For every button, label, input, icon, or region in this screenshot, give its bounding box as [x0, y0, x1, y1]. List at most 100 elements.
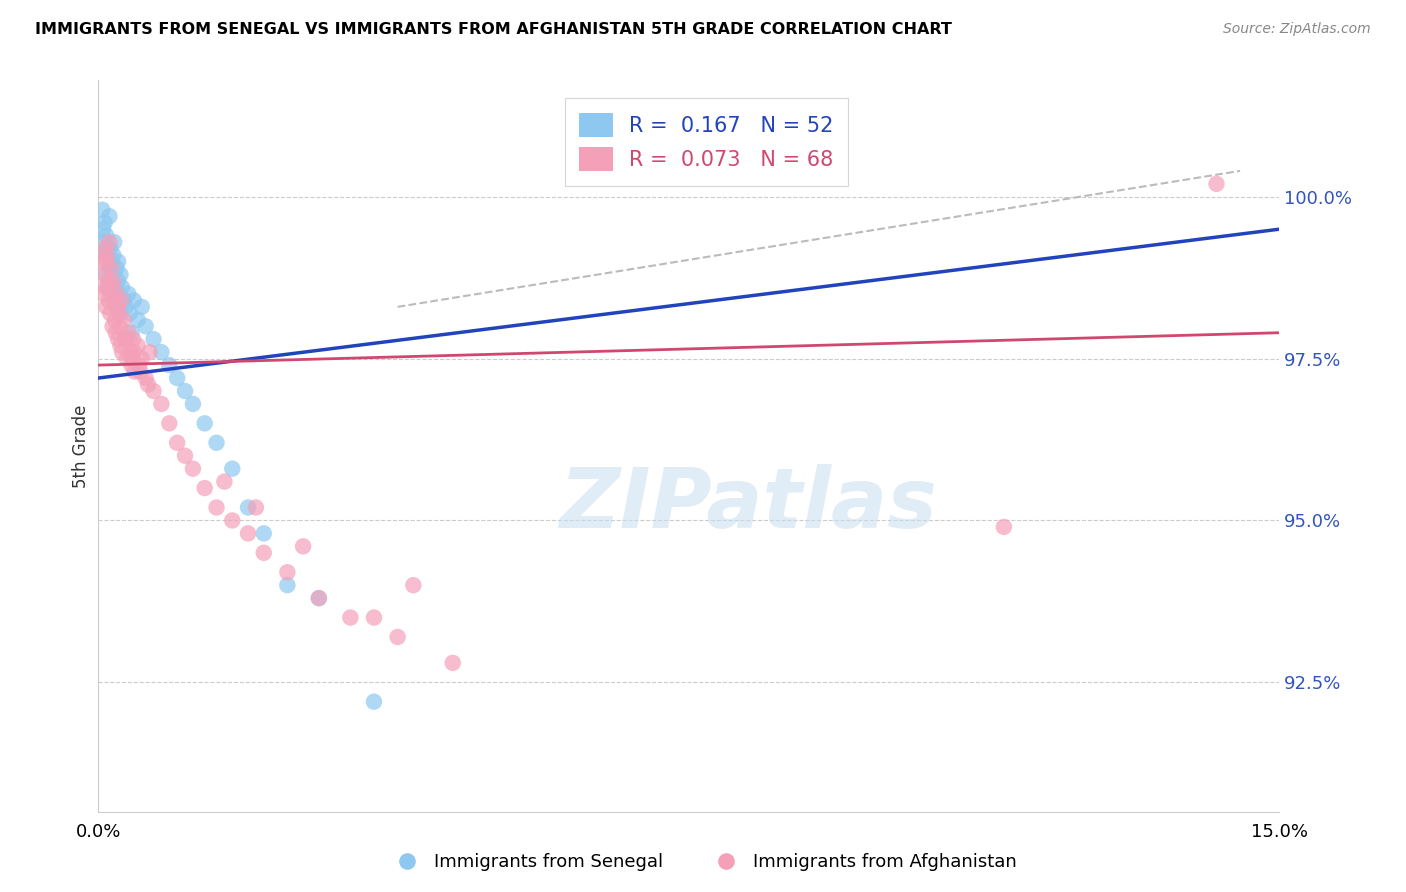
- Point: [103, 293, 125, 308]
- Point: [136, 377, 159, 392]
- Point: [115, 300, 138, 314]
- Point: [121, 358, 143, 372]
- Point: [112, 312, 135, 326]
- Point: [100, 260, 122, 275]
- Point: [181, 461, 204, 475]
- Point: [363, 695, 385, 709]
- Point: [131, 351, 153, 366]
- Point: [221, 461, 243, 475]
- Point: [101, 254, 124, 268]
- Point: [122, 345, 145, 359]
- Point: [98, 235, 121, 249]
- Point: [105, 300, 128, 314]
- Point: [103, 235, 125, 249]
- Point: [96, 242, 118, 256]
- Point: [108, 286, 131, 301]
- Point: [108, 306, 131, 320]
- Point: [105, 286, 128, 301]
- Point: [94, 248, 117, 262]
- Point: [221, 513, 243, 527]
- Point: [110, 268, 132, 282]
- Point: [117, 286, 139, 301]
- Point: [402, 578, 425, 592]
- Point: [363, 610, 385, 624]
- Point: [105, 260, 128, 275]
- Point: [93, 242, 115, 256]
- Point: [91, 222, 114, 236]
- Point: [135, 319, 157, 334]
- Point: [253, 546, 276, 560]
- Point: [107, 332, 129, 346]
- Point: [118, 345, 141, 359]
- Point: [122, 293, 145, 308]
- Point: [127, 312, 149, 326]
- Point: [98, 209, 121, 223]
- Text: ZIPatlas: ZIPatlas: [560, 464, 936, 545]
- Point: [96, 254, 118, 268]
- Point: [121, 351, 143, 366]
- Point: [91, 286, 114, 301]
- Point: [110, 293, 132, 308]
- Point: [157, 417, 180, 431]
- Point: [103, 248, 125, 262]
- Point: [276, 578, 298, 592]
- Point: [236, 526, 259, 541]
- Point: [166, 435, 188, 450]
- Point: [194, 481, 217, 495]
- Point: [253, 526, 276, 541]
- Point: [108, 306, 131, 320]
- Point: [101, 280, 124, 294]
- Point: [111, 280, 134, 294]
- Point: [308, 591, 330, 606]
- Point: [91, 254, 114, 268]
- Point: [993, 520, 1015, 534]
- Legend: Immigrants from Senegal, Immigrants from Afghanistan: Immigrants from Senegal, Immigrants from…: [381, 847, 1025, 879]
- Point: [107, 274, 129, 288]
- Point: [96, 228, 118, 243]
- Point: [111, 345, 134, 359]
- Point: [205, 500, 228, 515]
- Point: [94, 280, 117, 294]
- Point: [236, 500, 259, 515]
- Point: [122, 332, 145, 346]
- Point: [114, 332, 136, 346]
- Point: [101, 319, 124, 334]
- Point: [121, 326, 143, 340]
- Point: [96, 300, 118, 314]
- Point: [339, 610, 361, 624]
- Point: [97, 254, 120, 268]
- Point: [174, 384, 197, 398]
- Text: IMMIGRANTS FROM SENEGAL VS IMMIGRANTS FROM AFGHANISTAN 5TH GRADE CORRELATION CHA: IMMIGRANTS FROM SENEGAL VS IMMIGRANTS FR…: [35, 22, 952, 37]
- Point: [441, 656, 464, 670]
- Point: [105, 300, 128, 314]
- Point: [104, 312, 127, 326]
- Point: [117, 326, 139, 340]
- Text: Source: ZipAtlas.com: Source: ZipAtlas.com: [1223, 22, 1371, 37]
- Point: [93, 235, 115, 249]
- Point: [96, 268, 118, 282]
- Point: [104, 326, 127, 340]
- Point: [142, 332, 165, 346]
- Point: [97, 274, 120, 288]
- Point: [115, 351, 138, 366]
- Point: [98, 260, 121, 275]
- Point: [174, 449, 197, 463]
- Point: [124, 365, 146, 379]
- Point: [142, 384, 165, 398]
- Point: [1205, 177, 1227, 191]
- Point: [308, 591, 330, 606]
- Point: [98, 306, 121, 320]
- Point: [128, 358, 150, 372]
- Point: [214, 475, 236, 489]
- Point: [245, 500, 267, 515]
- Point: [101, 286, 124, 301]
- Point: [135, 371, 157, 385]
- Point: [91, 202, 114, 217]
- Point: [96, 248, 118, 262]
- Point: [112, 293, 135, 308]
- Point: [127, 339, 149, 353]
- Point: [387, 630, 409, 644]
- Point: [131, 300, 153, 314]
- Point: [100, 274, 122, 288]
- Point: [157, 358, 180, 372]
